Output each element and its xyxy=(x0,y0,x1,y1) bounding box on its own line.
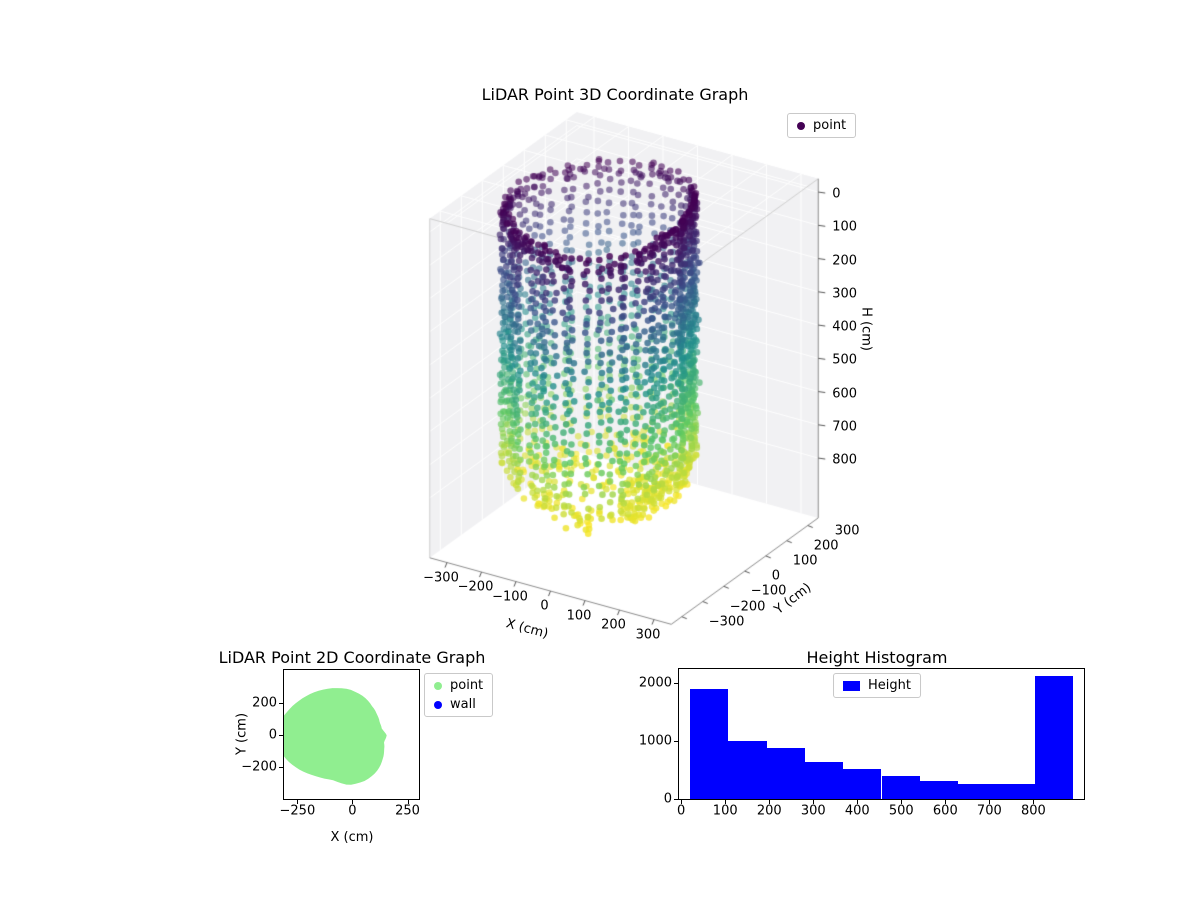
hist-bar xyxy=(690,688,729,799)
hist-title: Height Histogram xyxy=(806,648,948,667)
tick-label: 400 xyxy=(844,803,870,819)
legend-label-height: Height xyxy=(868,678,911,693)
tick-label: 700 xyxy=(832,419,858,435)
tick-mark xyxy=(857,800,859,804)
tick-mark xyxy=(407,800,409,804)
tick-label: 500 xyxy=(888,803,914,819)
point-marker-icon xyxy=(797,121,805,130)
tick-label: 100 xyxy=(792,553,818,569)
tick-label: 0 xyxy=(540,598,549,614)
tick-label: 500 xyxy=(832,352,858,368)
tick-label: 800 xyxy=(832,452,858,468)
hist-bar xyxy=(958,783,997,799)
tick-label: 200 xyxy=(756,803,782,819)
hist-bar xyxy=(843,769,882,799)
tick-mark xyxy=(901,800,903,804)
tick-mark xyxy=(279,766,283,768)
tick-label: 300 xyxy=(800,803,826,819)
legend-item-height: Height xyxy=(843,678,911,693)
tick-label: 100 xyxy=(712,803,738,819)
tick-label: −250 xyxy=(279,803,316,819)
tick-label: 700 xyxy=(976,803,1002,819)
plot2d-ylabel: Y (cm) xyxy=(234,712,250,756)
tick-mark xyxy=(352,800,354,804)
tick-mark xyxy=(674,799,678,800)
tick-label: 0 xyxy=(771,568,781,584)
legend-item-point: point xyxy=(434,678,483,693)
plot2d-legend: point wall xyxy=(424,673,494,717)
tick-label: 300 xyxy=(635,627,661,643)
tick-label: −300 xyxy=(423,570,459,586)
tick-mark xyxy=(681,800,683,804)
legend-label-point: point xyxy=(450,678,484,693)
plot2d-title: LiDAR Point 2D Coordinate Graph xyxy=(218,648,486,667)
tick-label: 250 xyxy=(395,803,420,819)
tick-label: 0 xyxy=(663,791,672,807)
tick-mark xyxy=(989,800,991,804)
tick-label: 0 xyxy=(832,186,841,202)
room-footprint-shape xyxy=(284,688,387,785)
tick-label: −100 xyxy=(492,589,528,605)
tick-mark xyxy=(945,800,947,804)
tick-label: 1000 xyxy=(638,733,672,749)
point-marker-icon xyxy=(434,681,442,690)
hist-bars xyxy=(679,669,1084,799)
tick-mark xyxy=(279,735,283,736)
hist-bar xyxy=(919,781,959,799)
tick-label: −200 xyxy=(457,579,494,595)
tick-label: 600 xyxy=(932,803,958,819)
tick-mark xyxy=(297,800,299,804)
tick-label: 0 xyxy=(677,803,686,819)
tick-mark xyxy=(725,800,727,804)
tick-label: 800 xyxy=(1020,803,1046,819)
tick-mark xyxy=(279,703,283,705)
tick-label: −100 xyxy=(750,583,787,599)
tick-label: 400 xyxy=(832,319,858,335)
tick-label: 0 xyxy=(268,727,277,743)
legend-label-wall: wall xyxy=(450,697,476,712)
height-patch-icon xyxy=(843,680,861,691)
legend-item-wall: wall xyxy=(434,697,483,712)
wall-marker-icon xyxy=(434,700,442,709)
legend-item-point: point xyxy=(797,118,846,133)
tick-label: 200 xyxy=(601,617,626,633)
plot3d-zlabel: H (cm) xyxy=(858,307,874,351)
tick-label: 200 xyxy=(832,253,858,269)
tick-label: −300 xyxy=(708,614,745,630)
hist-bar xyxy=(728,741,767,799)
tick-mark xyxy=(769,800,771,804)
tick-label: 200 xyxy=(813,538,839,554)
tick-label: −200 xyxy=(729,599,766,614)
plot3d-title: LiDAR Point 3D Coordinate Graph xyxy=(481,85,749,104)
tick-mark xyxy=(813,800,815,804)
tick-mark xyxy=(1033,800,1035,804)
tick-label: −200 xyxy=(241,759,277,775)
tick-label: 200 xyxy=(252,695,277,711)
hist-bar xyxy=(996,783,1035,799)
tick-label: 0 xyxy=(348,803,357,819)
tick-label: 600 xyxy=(832,386,858,402)
hist-bar xyxy=(766,747,805,799)
plot2d-canvas xyxy=(284,688,387,785)
hist-bar xyxy=(804,761,844,799)
tick-mark xyxy=(674,740,678,742)
tick-label: 300 xyxy=(832,286,858,302)
plot3d-legend: point xyxy=(787,113,857,138)
hist-bar xyxy=(1034,676,1073,799)
tick-label: 100 xyxy=(566,608,592,624)
legend-label-point: point xyxy=(813,118,847,133)
tick-label: 300 xyxy=(834,523,860,538)
tick-mark xyxy=(674,682,678,684)
tick-label: 2000 xyxy=(638,675,672,691)
hist-bar xyxy=(881,776,920,799)
tick-label: 100 xyxy=(832,219,858,235)
plot2d-xlabel: X (cm) xyxy=(330,830,374,845)
hist-legend: Height xyxy=(833,673,921,698)
